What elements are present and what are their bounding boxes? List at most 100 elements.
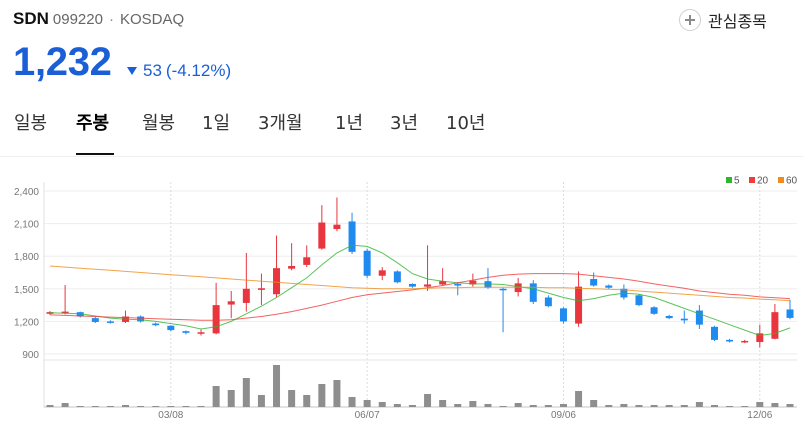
candle [680, 310, 688, 324]
candle-body [650, 307, 658, 314]
candle [122, 310, 130, 324]
candles [46, 197, 794, 348]
candle-body [273, 268, 281, 295]
candle [408, 283, 416, 288]
volume-bar [529, 405, 537, 407]
candle-body [529, 283, 537, 302]
watchlist-label[interactable]: 관심종목 [708, 12, 767, 31]
legend-swatch [749, 177, 755, 183]
legend-swatch [778, 177, 784, 183]
candle-body [710, 326, 718, 340]
chart-axes: 2,400 2,100 1,800 1,500 1,200 900 03/08 06/07 09… [14, 182, 797, 421]
candle [695, 305, 703, 330]
candle [227, 290, 235, 319]
candle [726, 338, 734, 343]
candle [544, 295, 552, 308]
volume-bar [363, 400, 371, 407]
volume-bar [469, 401, 477, 407]
plus-circle-icon[interactable] [679, 9, 701, 31]
x-tick-label: 03/08 [158, 410, 183, 421]
candle [303, 245, 311, 268]
ma-60-line [49, 265, 791, 302]
price-change: 53 (-4.12%) [127, 60, 231, 82]
stock-header: SDN 099220 · KOSDAQ [13, 9, 184, 33]
candle-body [378, 270, 386, 276]
volume-bar [424, 394, 432, 407]
ma-20-line [49, 273, 791, 321]
candle-body [469, 280, 477, 285]
legend-label: 20 [757, 176, 769, 187]
volume-bars [46, 365, 794, 407]
candle [499, 287, 507, 333]
candle-body [242, 288, 250, 303]
volume-bar [318, 384, 326, 407]
candle [710, 325, 718, 341]
volume-bar [605, 405, 613, 407]
candle-body [408, 283, 416, 287]
stock-chart[interactable]: 2,400 2,100 1,800 1,500 1,200 900 03/08 06/07 09… [0, 165, 804, 432]
volume-bar [227, 390, 235, 407]
tab-1-day[interactable]: 1일 [202, 113, 231, 134]
volume-bar [122, 405, 130, 407]
volume-bar [212, 386, 220, 407]
candle-body [544, 297, 552, 307]
candle-body [695, 310, 703, 325]
y-tick-label: 2,400 [14, 187, 39, 198]
x-tick-label: 12/06 [747, 410, 772, 421]
candle [424, 245, 432, 291]
change-amount: 53 [143, 61, 162, 80]
volume-bar [167, 406, 175, 407]
volume-bar [620, 404, 628, 407]
y-tick-label: 1,500 [14, 285, 39, 296]
volume-bar [303, 395, 311, 407]
volume-bar [61, 403, 69, 407]
change-percent: (-4.12%) [165, 61, 232, 80]
candle [76, 311, 84, 318]
divider [0, 156, 804, 157]
volume-bar [393, 404, 401, 407]
candle-body [726, 339, 734, 342]
candle [454, 282, 462, 296]
candle [197, 329, 205, 336]
tab-daily[interactable]: 일봉 [14, 113, 48, 134]
legend-swatch [726, 177, 732, 183]
volume-bar [635, 405, 643, 407]
candle [575, 271, 583, 327]
volume-bar [499, 406, 507, 407]
candle [242, 252, 250, 312]
x-tick-label: 06/07 [355, 410, 380, 421]
volume-bar [771, 403, 779, 407]
volume-bar [514, 403, 522, 407]
volume-bar [741, 406, 749, 407]
x-tick-label: 09/06 [551, 410, 576, 421]
candle-body [182, 331, 190, 333]
candle [106, 320, 114, 324]
tab-3-months[interactable]: 3개월 [258, 113, 303, 134]
tab-10-years[interactable]: 10년 [446, 113, 486, 134]
tab-3-years[interactable]: 3년 [390, 113, 419, 134]
volume-bar [91, 406, 99, 407]
candle-body [771, 312, 779, 339]
tab-1-year[interactable]: 1년 [335, 113, 364, 134]
candle [439, 268, 447, 286]
volume-bar [454, 404, 462, 407]
ma-5-line [49, 244, 791, 337]
candle [786, 299, 794, 320]
add-to-watchlist-button[interactable]: 관심종목 [679, 8, 767, 32]
tab-monthly[interactable]: 월봉 [142, 113, 176, 134]
y-tick-label: 1,200 [14, 317, 39, 328]
candle-body [152, 323, 160, 326]
volume-bar [710, 405, 718, 407]
moving-average-lines [49, 244, 791, 337]
volume-bar [152, 406, 160, 407]
volume-bar [665, 405, 673, 407]
candle-body [197, 332, 205, 334]
tab-weekly[interactable]: 주봉 [76, 113, 110, 134]
volume-bar [650, 405, 658, 407]
volume-bar [273, 365, 281, 407]
candle [650, 306, 658, 315]
candle-body [393, 271, 401, 283]
volume-bar [76, 406, 84, 407]
candle [333, 197, 341, 232]
candle-body [605, 285, 613, 288]
